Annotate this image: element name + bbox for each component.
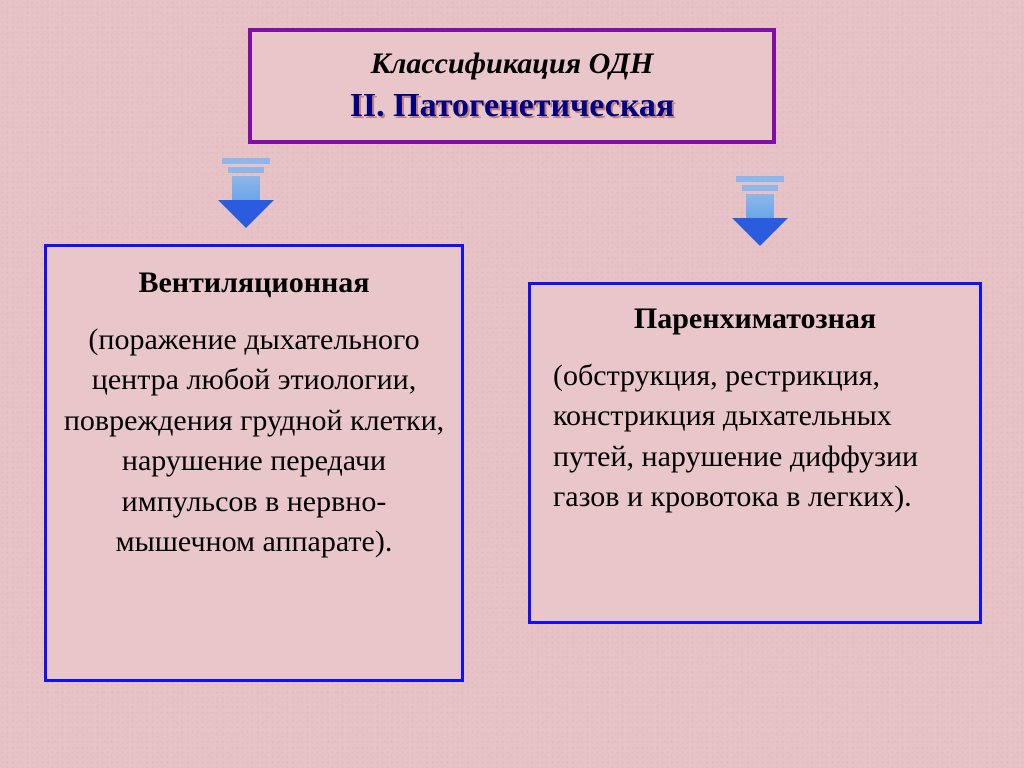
right-box: Паренхиматозная (обструкция, рестрикция,… bbox=[528, 282, 982, 624]
left-box: Вентиляционная (поражение дыхательного ц… bbox=[44, 244, 464, 682]
arrow-shaft bbox=[232, 176, 260, 200]
arrow-tail bbox=[222, 158, 270, 164]
arrow-right bbox=[732, 176, 788, 246]
arrow-head bbox=[732, 218, 788, 246]
right-box-body: (обструкция, рестрикция, констрикция дых… bbox=[553, 356, 957, 518]
left-box-body: (поражение дыхательного центра любой эти… bbox=[63, 320, 445, 563]
right-box-title: Паренхиматозная bbox=[553, 299, 957, 340]
arrow-tail bbox=[228, 167, 264, 173]
slide-canvas: Классификация ОДН II. Патогенетическая В… bbox=[0, 0, 1024, 768]
left-box-title: Вентиляционная bbox=[63, 263, 445, 304]
arrow-head bbox=[218, 200, 274, 228]
title-line2: II. Патогенетическая bbox=[252, 87, 772, 125]
title-line2-main: Патогенетическая bbox=[393, 87, 674, 124]
title-box: Классификация ОДН II. Патогенетическая bbox=[248, 28, 776, 144]
title-line1: Классификация ОДН bbox=[252, 47, 772, 81]
arrow-shaft bbox=[746, 194, 774, 218]
arrow-tail bbox=[742, 185, 778, 191]
arrow-left bbox=[218, 158, 274, 228]
title-line2-prefix: II. bbox=[350, 87, 393, 124]
arrow-tail bbox=[736, 176, 784, 182]
